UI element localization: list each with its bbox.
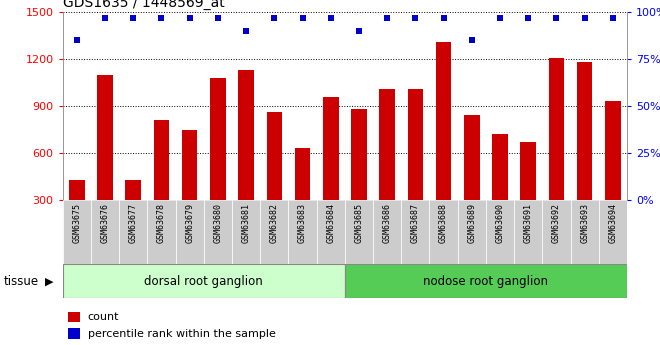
Text: percentile rank within the sample: percentile rank within the sample xyxy=(88,329,276,338)
Bar xyxy=(323,97,339,200)
Text: GSM63688: GSM63688 xyxy=(439,203,448,243)
Bar xyxy=(599,200,627,264)
Point xyxy=(100,15,110,20)
Text: GSM63680: GSM63680 xyxy=(213,203,222,243)
Point xyxy=(410,15,420,20)
Point xyxy=(382,15,393,20)
Text: GSM63684: GSM63684 xyxy=(326,203,335,243)
Text: GSM63690: GSM63690 xyxy=(496,203,504,243)
Bar xyxy=(486,200,514,264)
Text: dorsal root ganglion: dorsal root ganglion xyxy=(145,275,263,288)
Text: GSM63694: GSM63694 xyxy=(609,203,617,243)
Bar xyxy=(379,89,395,200)
Text: GSM63677: GSM63677 xyxy=(129,203,138,243)
Text: tissue: tissue xyxy=(3,275,38,288)
Bar xyxy=(210,78,226,200)
Point xyxy=(354,28,364,33)
Bar xyxy=(176,200,204,264)
Bar xyxy=(436,42,451,200)
Bar xyxy=(317,200,345,264)
Bar xyxy=(154,120,169,200)
Text: GSM63676: GSM63676 xyxy=(100,203,110,243)
Text: ▶: ▶ xyxy=(45,277,53,287)
Bar xyxy=(295,148,310,200)
Point xyxy=(495,15,506,20)
Bar xyxy=(430,200,458,264)
Bar xyxy=(514,200,543,264)
Bar xyxy=(232,200,260,264)
Bar xyxy=(543,200,570,264)
Text: GSM63678: GSM63678 xyxy=(157,203,166,243)
Text: GSM63683: GSM63683 xyxy=(298,203,307,243)
Text: nodose root ganglion: nodose root ganglion xyxy=(424,275,548,288)
Point xyxy=(213,15,223,20)
Point xyxy=(523,15,533,20)
Text: GSM63687: GSM63687 xyxy=(411,203,420,243)
Text: GSM63682: GSM63682 xyxy=(270,203,279,243)
Bar xyxy=(63,200,91,264)
Point xyxy=(241,28,251,33)
Point xyxy=(297,15,308,20)
Bar xyxy=(492,134,508,200)
Point xyxy=(325,15,336,20)
Text: GSM63689: GSM63689 xyxy=(467,203,477,243)
Point xyxy=(579,15,590,20)
Bar xyxy=(97,75,113,200)
Bar xyxy=(458,200,486,264)
Point xyxy=(438,15,449,20)
Bar xyxy=(69,180,84,200)
Bar xyxy=(204,200,232,264)
Text: GSM63679: GSM63679 xyxy=(185,203,194,243)
Bar xyxy=(125,180,141,200)
Text: GDS1635 / 1448569_at: GDS1635 / 1448569_at xyxy=(63,0,224,10)
Bar xyxy=(464,116,480,200)
Point xyxy=(467,38,477,43)
Text: count: count xyxy=(88,312,119,322)
Bar xyxy=(408,89,423,200)
Bar xyxy=(147,200,176,264)
Bar xyxy=(548,58,564,200)
Text: GSM63686: GSM63686 xyxy=(383,203,391,243)
Bar xyxy=(345,264,627,298)
Point xyxy=(184,15,195,20)
Bar xyxy=(91,200,119,264)
Text: GSM63693: GSM63693 xyxy=(580,203,589,243)
Point xyxy=(551,15,562,20)
Text: GSM63685: GSM63685 xyxy=(354,203,364,243)
Bar xyxy=(260,200,288,264)
Bar xyxy=(345,200,373,264)
Point xyxy=(156,15,167,20)
Bar xyxy=(570,200,599,264)
Bar xyxy=(267,112,282,200)
Bar xyxy=(68,312,81,322)
Bar xyxy=(401,200,430,264)
Bar xyxy=(605,101,620,200)
Bar xyxy=(351,109,367,200)
Bar xyxy=(119,200,147,264)
Point xyxy=(608,15,618,20)
Bar xyxy=(577,62,593,200)
Bar xyxy=(182,130,197,200)
Text: GSM63675: GSM63675 xyxy=(73,203,81,243)
Point xyxy=(128,15,139,20)
Point xyxy=(269,15,280,20)
Bar xyxy=(288,200,317,264)
Bar xyxy=(521,142,536,200)
Bar xyxy=(373,200,401,264)
Bar xyxy=(63,264,345,298)
Bar xyxy=(68,328,81,339)
Text: GSM63691: GSM63691 xyxy=(524,203,533,243)
Bar xyxy=(238,70,254,200)
Text: GSM63681: GSM63681 xyxy=(242,203,251,243)
Text: GSM63692: GSM63692 xyxy=(552,203,561,243)
Point xyxy=(71,38,82,43)
